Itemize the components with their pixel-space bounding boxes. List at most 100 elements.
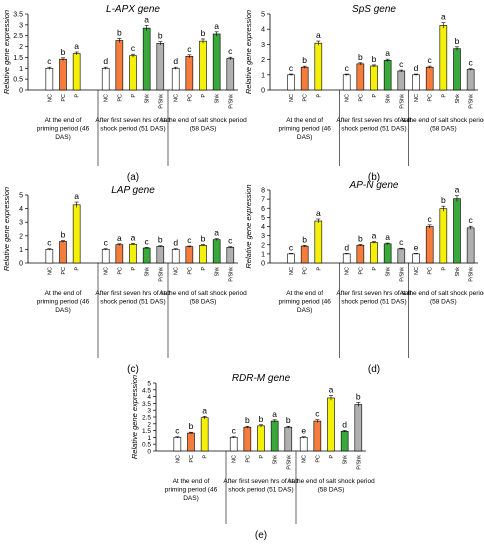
significance-letter: b — [61, 230, 66, 240]
bar — [243, 426, 252, 452]
significance-letter: c — [399, 59, 404, 69]
significance-letter: a — [214, 228, 219, 238]
x-tick-label: NC — [414, 94, 420, 102]
group-label: At the end of salt shock period (58 DAS) — [400, 290, 484, 306]
x-tick-label: Shk — [455, 94, 461, 104]
bar — [466, 69, 475, 91]
y-tick-label: 3.5 — [142, 401, 151, 408]
bar — [327, 397, 335, 452]
bar — [356, 63, 365, 91]
x-tick-label: Shk — [455, 267, 461, 277]
significance-letter: b — [441, 195, 446, 205]
significance-letter: c — [345, 63, 350, 73]
chart-panel-5: 00.511.522.533.544.55 Relative gene expre… — [130, 373, 375, 541]
y-tick-label: 0 — [261, 261, 265, 268]
significance-letter: b — [356, 391, 361, 401]
group-label: After first seven hrs of salt shock perio… — [223, 478, 298, 494]
bar — [453, 48, 461, 91]
y-tick-label: 7 — [261, 197, 265, 204]
bar — [72, 204, 81, 264]
x-tick-label: PC — [303, 94, 309, 102]
significance-letter: a — [131, 232, 136, 242]
y-tick-label: 5 — [19, 193, 23, 200]
group-label-line: After first seven hrs of salt — [336, 290, 411, 297]
x-tick-label: NC — [289, 94, 295, 102]
significance-letter: b — [302, 55, 307, 65]
x-tick-label: P/Shk — [286, 455, 292, 470]
significance-letter: c — [289, 242, 294, 252]
group-label-line: DAS) — [55, 307, 71, 314]
y-axis-label: Relative gene expression — [2, 187, 11, 271]
bar — [300, 66, 309, 91]
y-tick-label: 8 — [261, 188, 265, 195]
x-tick-label: NC — [47, 94, 53, 102]
x-tick-label: P/Shk — [399, 267, 405, 282]
significance-letter: a — [455, 185, 460, 195]
bar — [45, 249, 54, 264]
x-tick-label: NC — [345, 94, 351, 102]
x-tick-label: PC — [189, 455, 195, 463]
x-tick-label: P/Shk — [356, 455, 362, 470]
significance-letter: c — [232, 426, 237, 436]
bar — [370, 242, 378, 264]
x-tick-label: NC — [104, 94, 110, 102]
significance-letter: c — [428, 214, 433, 224]
significance-letter: b — [158, 235, 163, 245]
bar — [45, 67, 54, 91]
chart-title: SpS gene — [352, 4, 396, 15]
y-tick-label: 4 — [261, 224, 265, 231]
y-tick-label: 1.5 — [13, 55, 23, 62]
bar — [270, 420, 279, 452]
group-label: At the end of priming period (46 DAS) — [37, 290, 90, 314]
chart-title: L-APX gene — [106, 4, 160, 15]
y-tick-label: 0 — [147, 449, 151, 456]
bar — [156, 246, 165, 264]
y-axis-label: Relative gene expression — [244, 10, 253, 94]
bar — [314, 42, 323, 91]
x-tick-label: P/Shk — [228, 94, 234, 109]
significance-letter: d — [414, 63, 419, 73]
group-label-line: At the end of — [286, 117, 323, 124]
bar — [142, 247, 151, 264]
group-label: At the end of priming period (46 DAS) — [37, 117, 90, 141]
x-tick-label: NC — [302, 455, 308, 463]
group-label-line: DAS) — [183, 495, 199, 502]
bar — [425, 66, 434, 91]
bar — [354, 404, 363, 452]
significance-letter: b — [372, 54, 377, 64]
y-tick-label: 0.5 — [13, 77, 23, 84]
bar — [101, 249, 110, 264]
bar — [439, 25, 448, 91]
x-tick-label: P/Shk — [469, 267, 475, 282]
significance-letter: c — [289, 63, 294, 73]
bar — [412, 74, 420, 91]
significance-letter: c — [131, 43, 136, 53]
significance-letter: c — [187, 235, 192, 245]
significance-letter: a — [441, 12, 446, 22]
y-tick-label: 5 — [261, 12, 265, 19]
group-label-line: At the end of — [45, 117, 82, 124]
bar — [340, 430, 349, 452]
y-tick-label: 1 — [19, 66, 23, 73]
significance-letter: b — [245, 415, 250, 425]
panel-label: (b) — [368, 172, 380, 183]
y-tick-label: 2 — [19, 233, 23, 240]
bar — [200, 417, 209, 452]
y-tick-label: 3 — [19, 220, 23, 227]
x-tick-label: P — [201, 267, 207, 271]
group-label-line: At the end of salt shock period — [400, 290, 484, 297]
significance-letter: d — [103, 56, 108, 66]
group-label: After first seven hrs of salt shock perio… — [95, 290, 170, 306]
y-tick-label: 2.5 — [142, 415, 151, 422]
group-label-line: At the end of salt shock period — [400, 117, 484, 124]
bar — [397, 70, 406, 91]
significance-letter: c — [228, 46, 233, 56]
significance-letter: b — [189, 421, 194, 431]
bar — [314, 220, 323, 264]
y-tick-label: 0 — [19, 88, 23, 95]
bar — [187, 432, 195, 452]
y-tick-label: 0 — [19, 261, 23, 268]
group-label: At the end of priming period (46 DAS) — [278, 290, 331, 314]
x-tick-label: Shk — [273, 455, 279, 465]
chart-panel-3: 0 1 2 3 4 5 Relative gene expression LAP gene c N… — [2, 185, 247, 375]
